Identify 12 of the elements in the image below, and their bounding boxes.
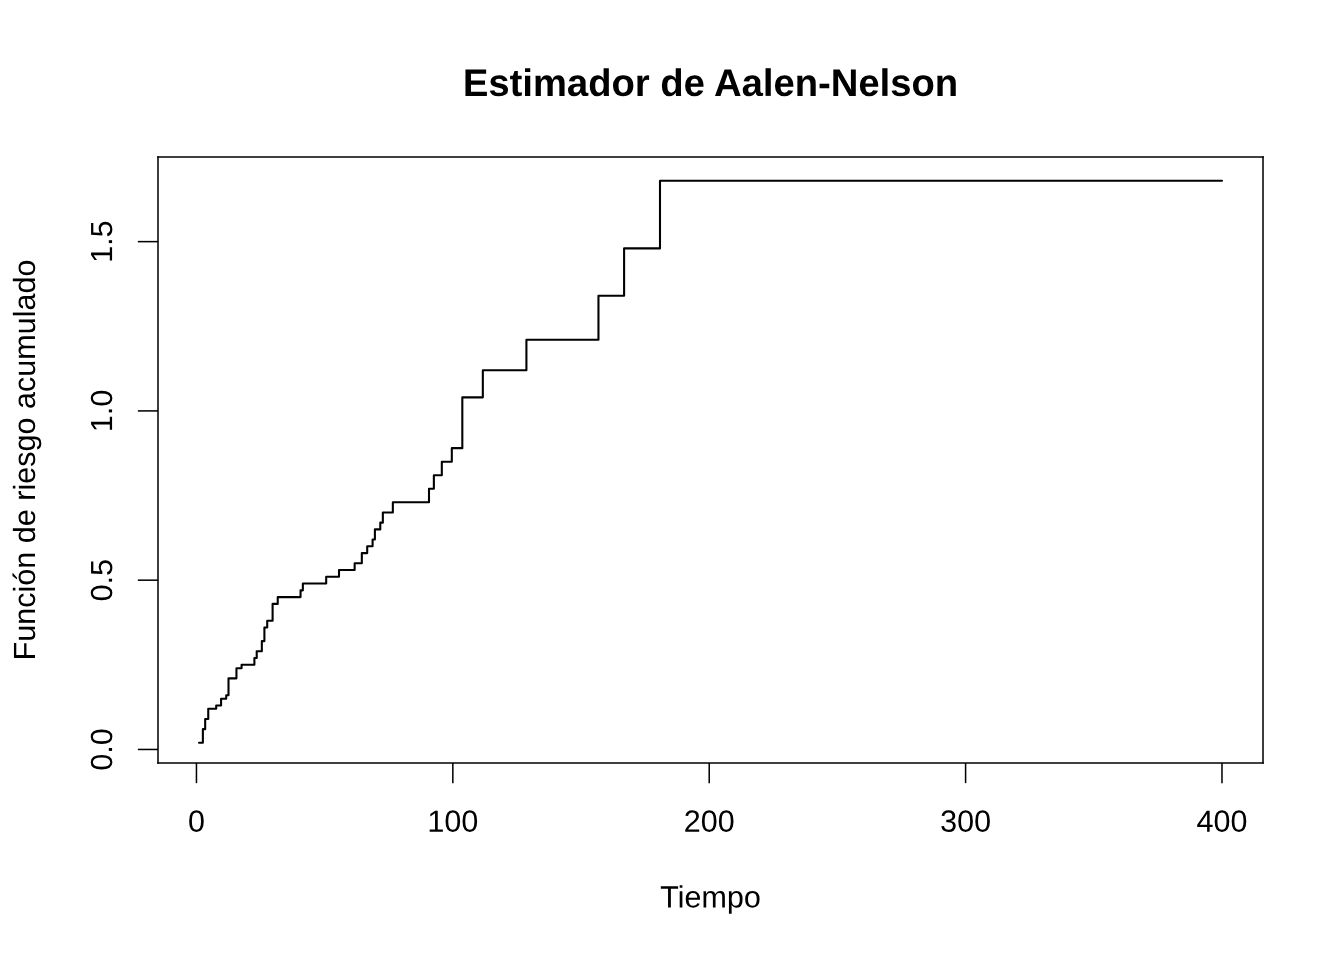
x-tick-label: 300 (941, 810, 990, 832)
x-axis-title: Tiempo (660, 885, 760, 914)
x-tick-label: 200 (685, 810, 734, 832)
x-tick-label: 400 (1197, 810, 1247, 832)
y-tick-label: 1.0 (90, 390, 113, 430)
y-axis-title: Función de riesgo acumulado (12, 260, 42, 658)
y-tick-label: 1.5 (91, 221, 113, 261)
x-tick-label: 0 (189, 810, 204, 832)
y-tick-label: 0.0 (90, 729, 113, 770)
chart-title: Estimador de Aalen-Nelson (465, 68, 956, 97)
y-tick-label: 0.5 (90, 560, 113, 601)
x-tick-label: 100 (429, 810, 478, 832)
